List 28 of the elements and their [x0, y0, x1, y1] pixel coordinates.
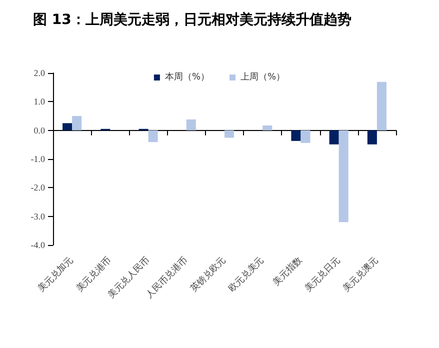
y-tick-label: -2.0: [30, 182, 46, 193]
x-tick-label: 美元兑日元: [302, 254, 342, 294]
y-tick-label: 1.0: [34, 96, 46, 107]
y-tick-label: -1.0: [30, 154, 46, 164]
bar: [62, 123, 72, 130]
bar: [148, 130, 158, 142]
x-tick-label: 美元指数: [271, 254, 304, 288]
bar: [376, 82, 386, 130]
y-tick-label: 0.0: [34, 125, 46, 136]
x-tick-label: 欧元兑美元: [226, 254, 266, 294]
x-tick-label: 美元兑澳元: [340, 254, 380, 294]
bar: [291, 130, 301, 141]
bar: [329, 130, 339, 144]
x-tick-label: 美元兑加元: [36, 254, 76, 294]
bar: [72, 116, 82, 130]
x-tick-label: 英镑兑欧元: [188, 254, 228, 294]
bar: [224, 130, 234, 138]
bar: [262, 125, 272, 130]
bar: [300, 130, 310, 143]
chart-title: 图 13：上周美元走弱，日元相对美元持续升值趋势: [33, 11, 352, 28]
y-tick-label: -3.0: [30, 211, 46, 222]
y-tick-label: 2.0: [34, 68, 46, 78]
bar: [338, 130, 348, 222]
legend-label: 上周（%）: [240, 72, 286, 82]
legend-label: 本周（%）: [164, 72, 210, 82]
bar: [186, 119, 196, 130]
bar: [367, 130, 377, 144]
y-tick-label: -4.0: [30, 240, 46, 250]
